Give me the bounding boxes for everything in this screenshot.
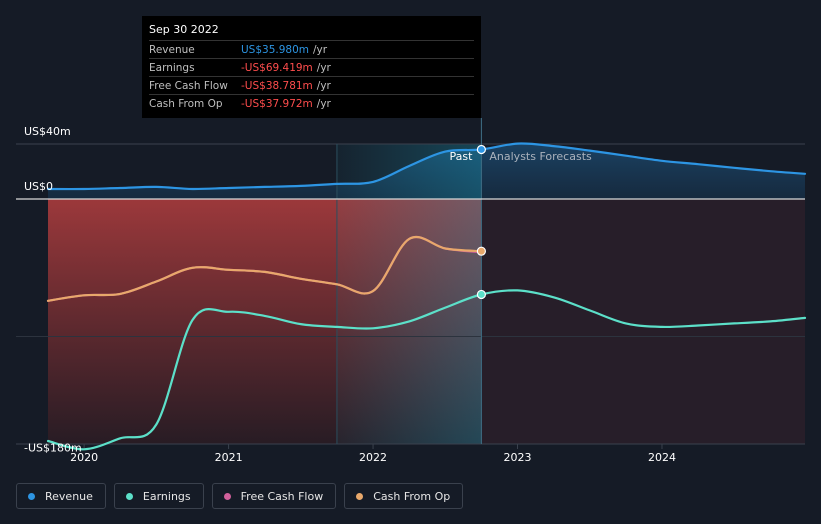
x-tick-label: 2022: [359, 451, 387, 464]
tooltip-value: US$35.980m: [241, 43, 309, 56]
tooltip-value: -US$38.781m: [241, 79, 313, 92]
tooltip-label: Earnings: [149, 61, 195, 74]
legend-item-free-cash-flow[interactable]: Free Cash Flow: [211, 483, 337, 509]
tooltip-unit: /yr: [316, 97, 331, 110]
series-line-cash-from-op: [46, 236, 483, 302]
legend-dot-icon: [125, 492, 133, 500]
x-tick-label: 2023: [504, 451, 532, 464]
tooltip-date: Sep 30 2022: [149, 23, 219, 36]
tooltip-unit: /yr: [316, 61, 331, 74]
legend-dot-icon: [356, 492, 364, 500]
legend-label: Free Cash Flow: [240, 489, 324, 503]
tooltip-row-earnings: Earnings -US$69.419m /yr: [149, 58, 474, 76]
point-marker-revenue: [476, 144, 486, 155]
x-tick-label: 2021: [215, 451, 243, 464]
past-label: Past: [449, 150, 473, 163]
y-axis-label: -US$180m: [24, 442, 82, 455]
legend-item-revenue[interactable]: Revenue: [16, 483, 106, 509]
legend-dot-icon: [223, 492, 231, 500]
y-axis-label: US$40m: [24, 125, 71, 138]
legend-label: Cash From Op: [373, 489, 451, 503]
past-highlight-band: [336, 144, 482, 444]
legend-item-earnings[interactable]: Earnings: [113, 483, 204, 509]
y-axis-label: US$0: [24, 180, 53, 193]
legend-label: Revenue: [45, 489, 93, 503]
tooltip-unit: /yr: [313, 43, 328, 56]
tooltip-label: Cash From Op: [149, 97, 223, 110]
point-marker-earnings: [476, 289, 486, 300]
tooltip-row-revenue: Revenue US$35.980m /yr: [149, 40, 474, 58]
tooltip-value: -US$69.419m: [241, 61, 313, 74]
forecast-label: Analysts Forecasts: [489, 150, 592, 163]
tooltip-unit: /yr: [316, 79, 331, 92]
tooltip: Sep 30 2022 Revenue US$35.980m /yr Earni…: [142, 16, 481, 118]
tooltip-label: Revenue: [149, 43, 195, 56]
tooltip-label: Free Cash Flow: [149, 79, 228, 92]
legend: Revenue Earnings Free Cash Flow Cash Fro…: [16, 483, 464, 509]
tooltip-row-free-cash-flow: Free Cash Flow -US$38.781m /yr: [149, 76, 474, 94]
legend-item-cash-from-op[interactable]: Cash From Op: [344, 483, 464, 509]
legend-label: Earnings: [142, 489, 191, 503]
tooltip-row-cash-from-op: Cash From Op -US$37.972m /yr: [149, 94, 474, 112]
series-line-earnings: [46, 289, 807, 451]
x-tick-label: 2020: [70, 451, 98, 464]
series-line-revenue: [46, 142, 807, 191]
tooltip-value: -US$37.972m: [241, 97, 313, 110]
point-marker-cash-from-op: [476, 246, 486, 256]
legend-dot-icon: [28, 492, 35, 500]
x-tick-label: 2024: [648, 451, 676, 464]
